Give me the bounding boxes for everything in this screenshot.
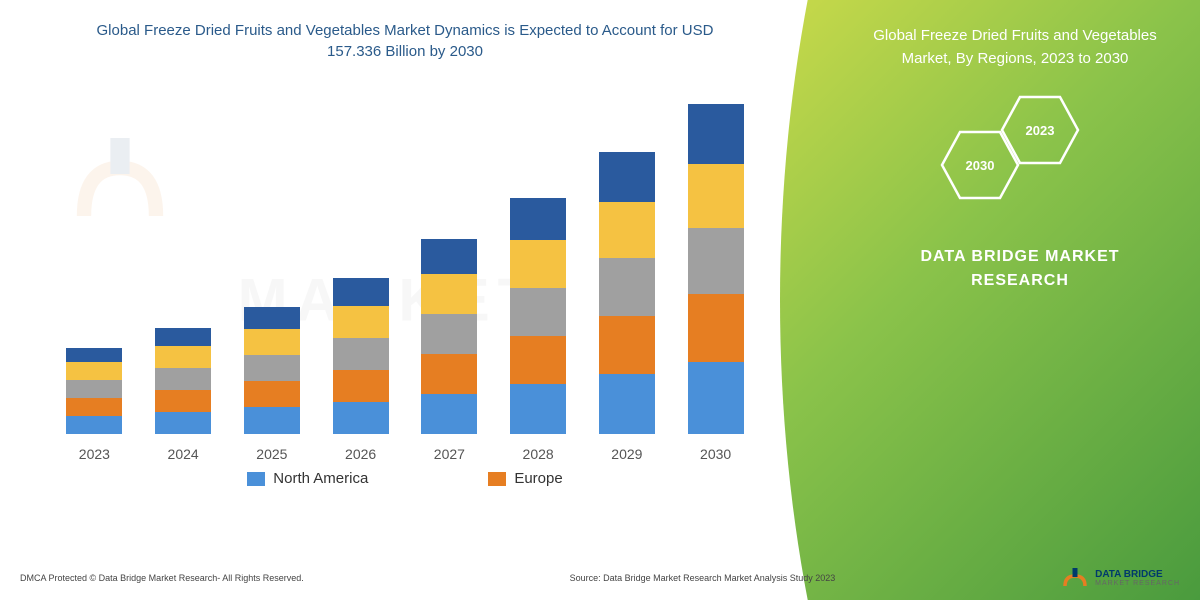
right-panel-title: Global Freeze Dried Fruits and Vegetable…: [780, 0, 1200, 70]
bar-group: 2029: [591, 152, 663, 462]
bar-segment: [421, 394, 477, 434]
bar-segment: [421, 239, 477, 274]
bar-label: 2023: [79, 446, 110, 462]
bar-segment: [421, 274, 477, 314]
bar-stack: [66, 348, 122, 434]
bar-label: 2027: [434, 446, 465, 462]
bar-segment: [688, 228, 744, 294]
bar-segment: [599, 316, 655, 374]
legend-item: North America: [247, 470, 368, 487]
hexagon-label: 2030: [966, 158, 995, 173]
chart-area: 2023 2024 2025 2026 2027 2028 2029 2030: [40, 82, 770, 462]
chart-panel: MARKET Global Freeze Dried Fruits and Ve…: [0, 0, 780, 600]
bar-segment: [333, 306, 389, 338]
bar-segment: [333, 370, 389, 402]
bar-segment: [333, 338, 389, 370]
bar-segment: [333, 278, 389, 306]
bar-group: 2028: [502, 198, 574, 462]
bar-segment: [244, 307, 300, 329]
main-container: MARKET Global Freeze Dried Fruits and Ve…: [0, 0, 1200, 600]
bar-segment: [421, 354, 477, 394]
bar-label: 2024: [168, 446, 199, 462]
bar-segment: [688, 164, 744, 228]
bar-stack: [421, 239, 477, 434]
legend-label: Europe: [514, 470, 562, 487]
bar-segment: [688, 362, 744, 434]
bar-segment: [599, 152, 655, 202]
footer: DMCA Protected © Data Bridge Market Rese…: [0, 564, 1200, 592]
bar-stack: [599, 152, 655, 434]
bar-segment: [66, 398, 122, 416]
brand-text: DATA BRIDGE MARKET RESEARCH: [780, 245, 1200, 293]
brand-line-2: RESEARCH: [840, 269, 1200, 293]
legend-swatch: [488, 472, 506, 486]
bar-segment: [688, 104, 744, 164]
bar-segment: [244, 407, 300, 434]
logo-name: DATA BRIDGE: [1095, 569, 1180, 580]
bar-segment: [66, 362, 122, 380]
bar-segment: [510, 198, 566, 240]
bar-segment: [421, 314, 477, 354]
bar-segment: [66, 416, 122, 434]
bar-group: 2027: [413, 239, 485, 462]
hexagon-2023: 2023: [1000, 95, 1080, 165]
bar-label: 2025: [256, 446, 287, 462]
brand-line-1: DATA BRIDGE MARKET: [840, 245, 1200, 269]
bar-segment: [599, 202, 655, 258]
bar-segment: [333, 402, 389, 434]
logo-text-block: DATA BRIDGE MARKET RESEARCH: [1095, 569, 1180, 587]
chart-title: Global Freeze Dried Fruits and Vegetable…: [40, 20, 770, 62]
bar-group: 2024: [147, 328, 219, 462]
hexagon-label: 2023: [1026, 123, 1055, 138]
legend-swatch: [247, 472, 265, 486]
bridge-logo-icon: [1061, 564, 1089, 592]
bar-segment: [66, 348, 122, 362]
bar-label: 2028: [523, 446, 554, 462]
bar-group: 2023: [58, 348, 130, 462]
footer-dmca: DMCA Protected © Data Bridge Market Rese…: [20, 573, 304, 583]
hexagon-container: 2030 2023: [940, 95, 1200, 215]
bar-segment: [510, 336, 566, 384]
bar-segment: [155, 346, 211, 368]
bar-segment: [155, 412, 211, 434]
bar-stack: [333, 278, 389, 434]
bar-stack: [244, 307, 300, 434]
bar-stack: [155, 328, 211, 434]
bar-segment: [155, 390, 211, 412]
bar-label: 2030: [700, 446, 731, 462]
bar-stack: [688, 104, 744, 434]
bar-label: 2029: [611, 446, 642, 462]
bar-segment: [244, 329, 300, 355]
bar-segment: [510, 384, 566, 434]
bar-segment: [510, 240, 566, 288]
bar-segment: [510, 288, 566, 336]
bar-segment: [66, 380, 122, 398]
bar-group: 2030: [680, 104, 752, 462]
bar-group: 2025: [236, 307, 308, 462]
legend-item: Europe: [488, 470, 562, 487]
bar-segment: [599, 374, 655, 434]
logo-subtitle: MARKET RESEARCH: [1095, 580, 1180, 587]
legend: North America Europe: [40, 470, 770, 487]
bar-label: 2026: [345, 446, 376, 462]
bar-segment: [244, 355, 300, 381]
bar-stack: [510, 198, 566, 434]
bar-segment: [244, 381, 300, 407]
bar-segment: [155, 328, 211, 346]
right-panel: Global Freeze Dried Fruits and Vegetable…: [780, 0, 1200, 600]
footer-logo: DATA BRIDGE MARKET RESEARCH: [1061, 564, 1180, 592]
bar-segment: [599, 258, 655, 316]
bar-segment: [688, 294, 744, 362]
footer-source: Source: Data Bridge Market Research Mark…: [304, 573, 1061, 583]
bar-segment: [155, 368, 211, 390]
bar-group: 2026: [325, 278, 397, 462]
legend-label: North America: [273, 470, 368, 487]
